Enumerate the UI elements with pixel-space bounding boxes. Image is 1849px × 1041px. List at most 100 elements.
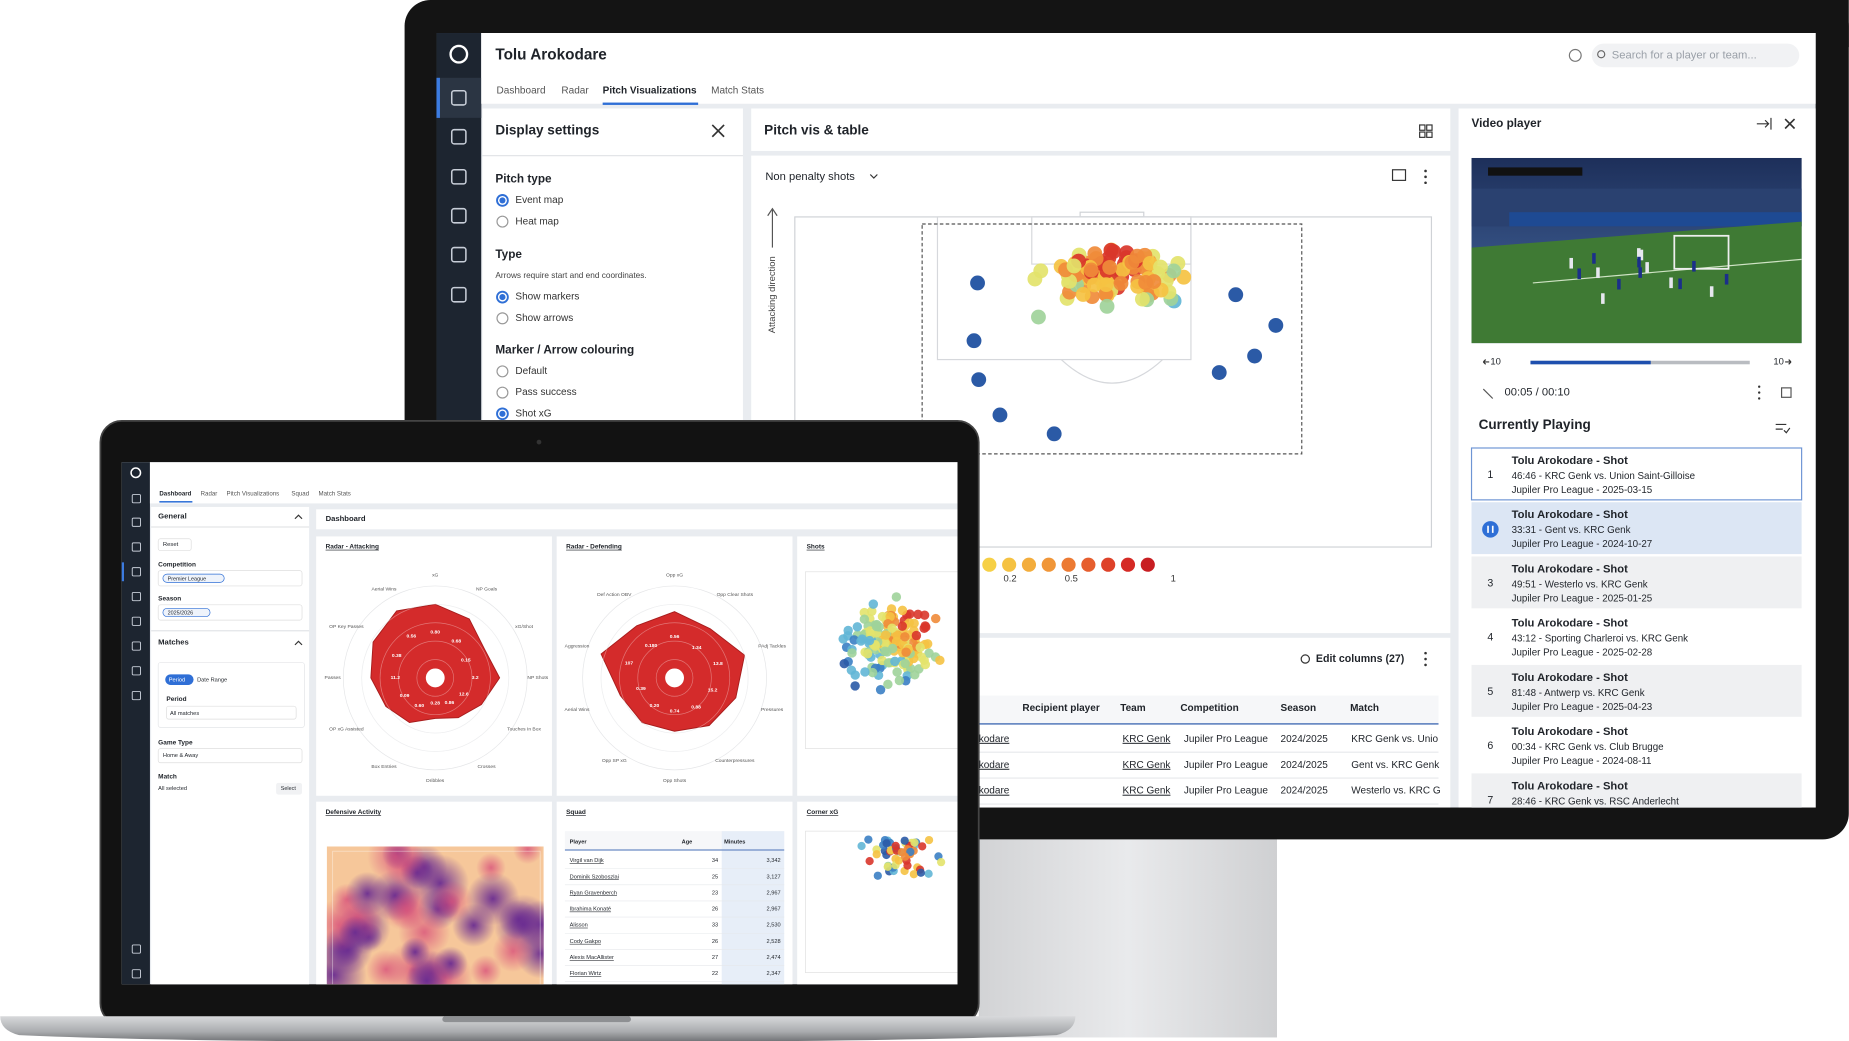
tab[interactable]: Dashboard (159, 491, 191, 498)
sidebar-icon[interactable] (131, 494, 141, 504)
playlist-item[interactable] (1471, 610, 1802, 663)
sidebar-icon[interactable] (450, 128, 467, 145)
sidebar-icon[interactable] (131, 591, 141, 602)
playlist-item[interactable] (1471, 556, 1802, 609)
sidebar-icon[interactable] (131, 969, 141, 979)
radio[interactable] (496, 312, 509, 325)
column-header: Competition (1180, 703, 1238, 714)
radar-inner-ring (600, 603, 749, 752)
squad-player[interactable]: Ibrahima Konaté (570, 907, 611, 913)
shot-marker (971, 372, 987, 388)
sidebar-icon[interactable] (450, 90, 467, 106)
radar-hole (665, 668, 684, 688)
progress-fill (1530, 360, 1651, 365)
sidebar-icon[interactable] (450, 286, 467, 303)
playlist-item[interactable] (1471, 664, 1802, 717)
export-icon[interactable] (1391, 169, 1407, 181)
tab[interactable]: Pitch Visualizations (227, 491, 280, 498)
table-cell[interactable]: kodare (979, 734, 1010, 745)
playlist-item[interactable] (1470, 447, 1803, 501)
squad-player[interactable]: Cody Gakpo (570, 939, 601, 945)
segment[interactable]: Date Range (197, 678, 227, 684)
legend-swatch (1101, 557, 1116, 572)
playlist-item[interactable] (1471, 502, 1802, 555)
kebab-dot (1758, 397, 1761, 400)
sidebar-icon[interactable] (131, 517, 141, 527)
reset-button[interactable] (157, 538, 192, 551)
squad-player[interactable]: Alisson (570, 923, 588, 929)
search-box[interactable] (1591, 43, 1800, 68)
page-title: Tolu Arokodare (495, 46, 606, 63)
sidebar-icon[interactable] (131, 944, 141, 954)
tab[interactable]: Match Stats (711, 85, 764, 96)
tab[interactable]: Dashboard (497, 85, 546, 96)
help-icon[interactable] (1568, 48, 1582, 62)
squad-player[interactable]: Ryan Gravenberch (570, 890, 617, 896)
tab[interactable]: Pitch Visualizations (603, 85, 697, 96)
table-cell: KRC Genk vs. Unio (1351, 734, 1438, 745)
sidebar-icon[interactable] (131, 690, 141, 701)
radar-axis-label: Aggression (565, 644, 590, 650)
sidebar-icon[interactable] (131, 666, 141, 676)
playlist-item[interactable] (1471, 719, 1802, 772)
sidebar-icon[interactable] (450, 246, 467, 263)
grid-icon (1426, 124, 1433, 131)
select-box[interactable] (166, 705, 297, 720)
table-cell[interactable]: KRC Genk (1123, 734, 1172, 745)
radar-value-label: 0.88 (691, 705, 701, 711)
edit-columns[interactable]: Edit columns (27) (1316, 653, 1404, 665)
card-title: Shots (807, 544, 825, 551)
squad-player[interactable]: Florian Wirtz (570, 971, 602, 977)
kebab-dot (1758, 391, 1761, 394)
squad-player[interactable]: Alexis MacAllister (570, 955, 614, 961)
grid-icon (1419, 124, 1426, 131)
shot-dot (915, 642, 925, 653)
sidebar-icon[interactable] (450, 207, 467, 224)
tab[interactable]: Squad (291, 491, 309, 498)
squad-minutes: 2,967 (767, 890, 781, 896)
shot-dot (839, 658, 849, 669)
squad-player[interactable]: Virgil van Dijk (570, 858, 604, 864)
item-title: Tolu Arokodare - Shot (1512, 780, 1628, 792)
sidebar-icon[interactable] (131, 567, 141, 577)
playlist-item[interactable] (1471, 773, 1802, 825)
expand-icon[interactable] (1756, 117, 1772, 130)
filter-dropdown[interactable]: Non penalty shots (765, 171, 855, 183)
radio[interactable] (496, 215, 509, 228)
sidebar-icon[interactable] (450, 169, 467, 185)
table-cell[interactable]: KRC Genk (1123, 760, 1172, 771)
video-player-figure (1724, 273, 1729, 285)
sidebar-icon[interactable] (131, 616, 141, 626)
shot-dot (924, 648, 934, 658)
skip-back[interactable]: 10 (1490, 355, 1500, 366)
shot-marker (1129, 248, 1145, 264)
radio-label: Heat map (515, 216, 559, 227)
item-detail: 00:34 - KRC Genk vs. Club Brugge (1512, 742, 1664, 753)
penalty-arc (1060, 359, 1164, 384)
radar-inner-ring (379, 622, 491, 734)
select-button[interactable] (276, 782, 303, 795)
segment-active[interactable] (165, 674, 194, 685)
item-number: 6 (1487, 740, 1493, 752)
radar-ring (600, 603, 749, 752)
close-icon[interactable] (711, 124, 725, 138)
select-box[interactable] (157, 748, 303, 764)
sidebar-icon[interactable] (131, 542, 141, 552)
table-cell[interactable]: kodare (979, 760, 1010, 771)
radio[interactable] (496, 386, 509, 399)
skip-forward[interactable]: 10 (1773, 355, 1783, 366)
tab[interactable]: Radar (201, 491, 218, 498)
table-cell[interactable]: KRC Genk (1123, 786, 1172, 797)
sidebar-icon[interactable] (131, 641, 141, 651)
tab[interactable]: Match Stats (319, 491, 351, 498)
squad-player[interactable]: Dominik Szoboszlai (570, 874, 619, 880)
filter-label: Period (166, 696, 186, 703)
attacking-direction: Attacking direction (766, 256, 777, 333)
heatmap-lines (332, 850, 541, 985)
segment: Period (169, 678, 185, 684)
radio[interactable] (496, 365, 509, 378)
shot-marker (1066, 258, 1082, 274)
table-cell[interactable]: kodare (979, 786, 1010, 797)
close-icon[interactable] (1784, 118, 1796, 130)
tab[interactable]: Radar (561, 85, 589, 96)
